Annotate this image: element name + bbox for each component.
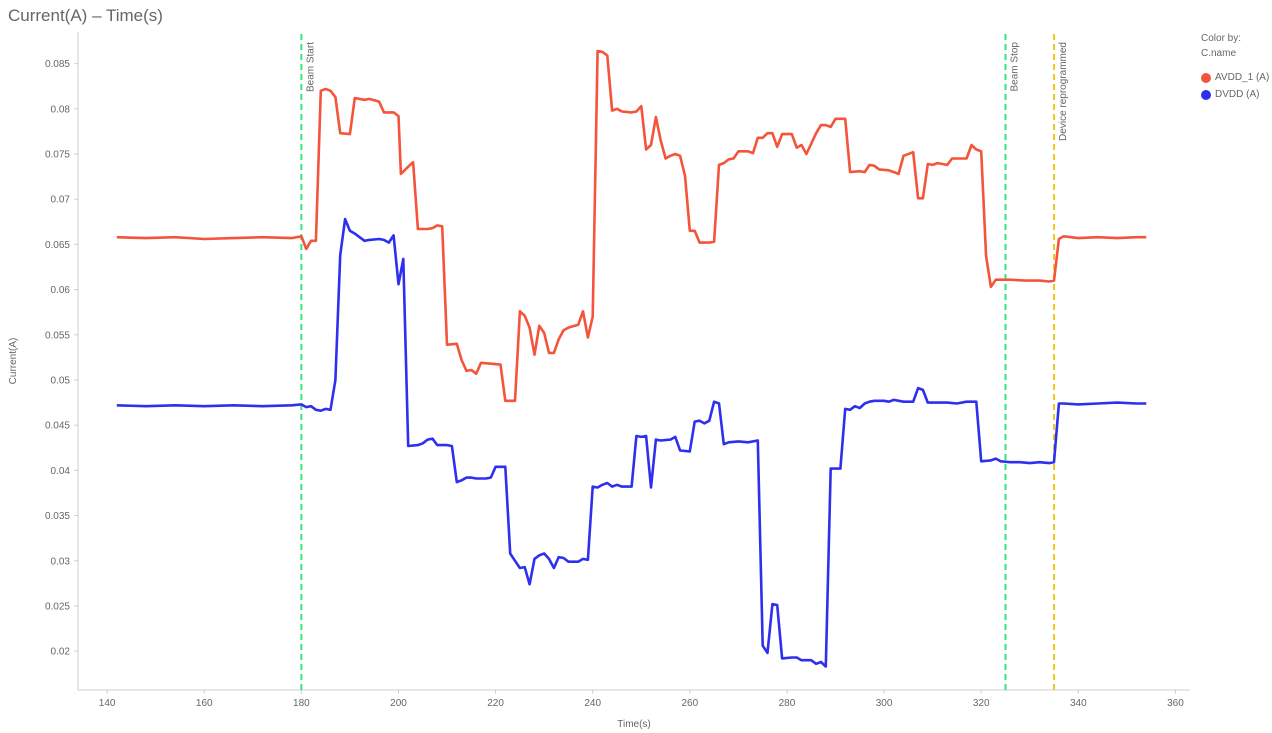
- legend-swatch: [1201, 72, 1211, 83]
- y-tick-label: 0.065: [45, 240, 70, 251]
- legend-item[interactable]: AVDD_1 (A): [1201, 69, 1269, 86]
- series-lines[interactable]: [116, 49, 1147, 668]
- x-tick-label: 140: [99, 698, 116, 709]
- y-axis-title: Current(A): [8, 338, 19, 385]
- legend-label: DVDD (A): [1215, 89, 1260, 100]
- x-tick-label: 340: [1070, 698, 1087, 709]
- chart-title: Current(A) – Time(s): [8, 6, 163, 25]
- x-tick-label: 300: [876, 698, 893, 709]
- legend: Color by: C.name AVDD_1 (A) DVDD (A): [1201, 33, 1269, 103]
- x-tick-label: 200: [390, 698, 407, 709]
- y-tick-label: 0.085: [45, 59, 70, 70]
- y-tick-label: 0.06: [51, 285, 71, 296]
- series-line[interactable]: [116, 217, 1147, 668]
- y-tick-label: 0.05: [51, 375, 71, 386]
- x-tick-label: 280: [779, 698, 796, 709]
- event-marker-label: Beam Start: [305, 42, 316, 92]
- legend-label: AVDD_1 (A): [1215, 72, 1270, 83]
- legend-item[interactable]: DVDD (A): [1201, 86, 1269, 103]
- y-tick-label: 0.035: [45, 511, 70, 522]
- x-tick-label: 320: [973, 698, 990, 709]
- x-tick-label: 220: [487, 698, 504, 709]
- legend-title: Color by:: [1201, 33, 1242, 44]
- event-markers: Beam Start Beam Stop Device reprogrammed: [300, 34, 1069, 690]
- y-tick-label: 0.03: [51, 556, 71, 567]
- x-tick-label: 260: [681, 698, 698, 709]
- y-tick-label: 0.08: [51, 104, 71, 115]
- x-tick-label: 240: [584, 698, 601, 709]
- y-tick-label: 0.02: [51, 647, 71, 658]
- x-tick-label: 180: [293, 698, 310, 709]
- y-tick-label: 0.07: [51, 195, 71, 206]
- x-tick-label: 160: [196, 698, 213, 709]
- series-line[interactable]: [116, 49, 1147, 403]
- y-tick-label: 0.025: [45, 601, 70, 612]
- event-marker-label: Device reprogrammed: [1058, 42, 1069, 141]
- x-axis-title: Time(s): [617, 719, 651, 730]
- x-tick-label: 360: [1167, 698, 1184, 709]
- y-tick-label: 0.04: [51, 466, 71, 477]
- y-tick-label: 0.045: [45, 421, 70, 432]
- axes: 140 160 180 200 220 240 260 280 300 320 340 360 0.02…: [45, 32, 1190, 709]
- legend-subtitle: C.name: [1201, 48, 1237, 59]
- y-tick-label: 0.075: [45, 150, 70, 161]
- y-tick-label: 0.055: [45, 330, 70, 341]
- event-marker-label: Beam Stop: [1009, 42, 1020, 92]
- legend-swatch: [1201, 89, 1211, 100]
- legend-items: AVDD_1 (A) DVDD (A): [1201, 69, 1269, 103]
